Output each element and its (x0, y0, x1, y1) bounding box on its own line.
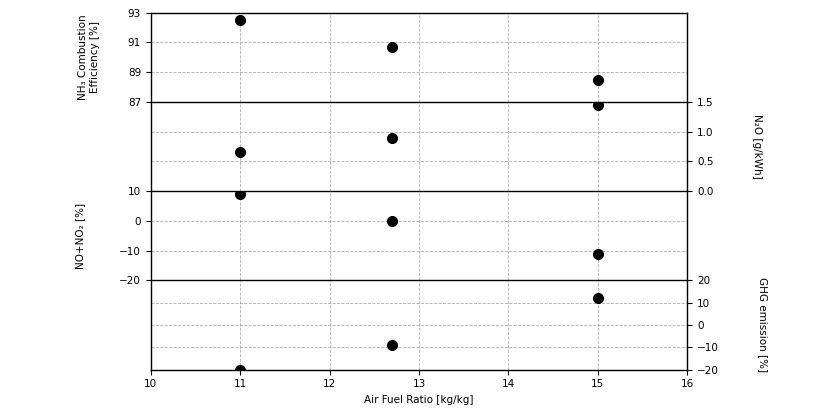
Point (591, 102, 604, 108)
Point (234, 191, 247, 197)
Point (591, 295, 604, 302)
Point (234, 17, 247, 24)
Point (234, 149, 247, 156)
X-axis label: Air Fuel Ratio [kg/kg]: Air Fuel Ratio [kg/kg] (365, 395, 473, 405)
Point (385, 134, 399, 141)
Point (385, 43, 399, 50)
Y-axis label: N₂O [g/kWh]: N₂O [g/kWh] (753, 114, 763, 179)
Y-axis label: NH₃ Combustion
Efficiency [%]: NH₃ Combustion Efficiency [%] (78, 14, 100, 100)
Y-axis label: GHG emission [%]: GHG emission [%] (758, 278, 768, 373)
Point (591, 76, 604, 83)
Point (591, 250, 604, 257)
Point (234, 366, 247, 373)
Y-axis label: NO+NO₂ [%]: NO+NO₂ [%] (75, 203, 85, 269)
Point (385, 342, 399, 349)
Point (385, 218, 399, 224)
